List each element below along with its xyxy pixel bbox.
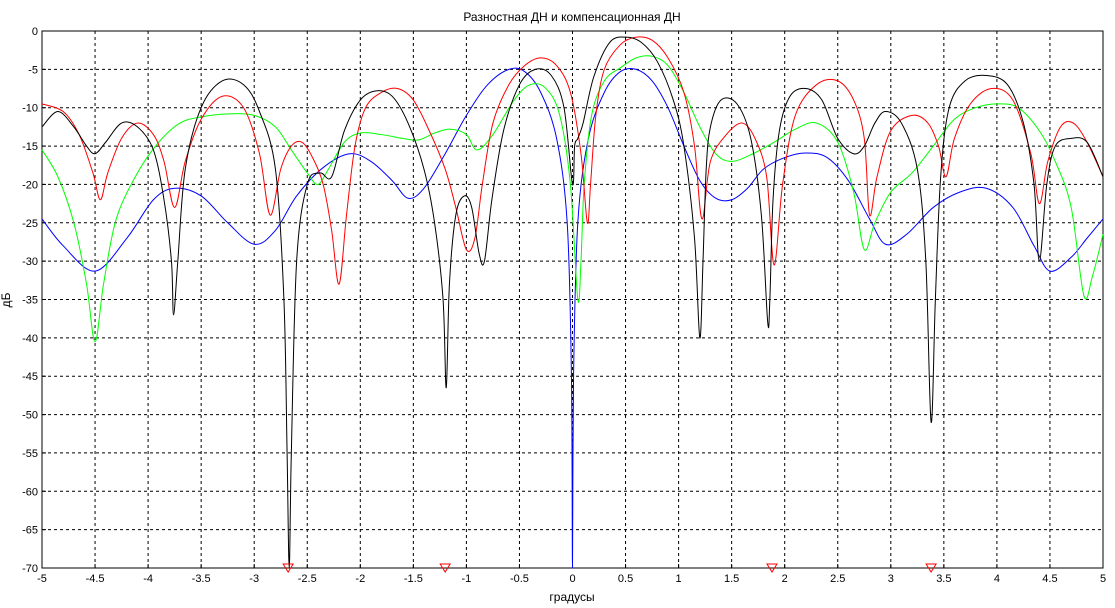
triangle-marker (439, 563, 452, 573)
series-line-4 (41, 36, 1104, 569)
triangle-marker (282, 563, 295, 573)
markers (282, 563, 938, 573)
x-tick-label: -1.5 (404, 573, 423, 585)
x-tick-label: 2.5 (830, 573, 845, 585)
x-tick-label: -5 (37, 573, 47, 585)
x-tick-label: -1 (462, 573, 472, 585)
x-tick-label: -3 (249, 573, 259, 585)
series-lines (41, 36, 1104, 569)
x-tick-label: -4.5 (86, 573, 105, 585)
x-tick-label: 5 (1100, 573, 1106, 585)
triangle-marker (766, 563, 778, 573)
x-tick-label: 4 (994, 573, 1000, 585)
y-tick-label: -70 (22, 563, 38, 575)
y-tick-label: -35 (22, 295, 38, 307)
y-tick-label: 0 (32, 26, 38, 38)
x-tick-label: 3.5 (936, 573, 951, 585)
chart-title: Разностная ДН и компенсационная ДН (463, 10, 680, 24)
y-tick-label: -5 (28, 64, 38, 76)
y-axis-label: дБ (0, 292, 13, 307)
series-line-3 (41, 36, 1104, 285)
triangle-marker (925, 563, 938, 573)
x-tick-label: 1 (676, 573, 682, 585)
x-tick-label: -0.5 (510, 573, 529, 585)
y-tick-label: -10 (22, 103, 38, 115)
series-line-2 (41, 55, 1104, 343)
x-axis-label: градусы (549, 590, 594, 604)
y-tick-label: -30 (22, 256, 38, 268)
y-tick-label: -55 (22, 448, 38, 460)
y-tick-label: -40 (22, 333, 38, 345)
y-tick-label: -50 (22, 410, 38, 422)
x-tick-label: 3 (888, 573, 894, 585)
y-tick-label: -65 (22, 525, 38, 537)
x-tick-label: 0.5 (618, 573, 633, 585)
y-tick-label: -20 (22, 179, 38, 191)
x-tick-label: -2 (355, 573, 365, 585)
y-tick-label: -60 (22, 486, 38, 498)
y-tick-label: -25 (22, 218, 38, 230)
x-tick-label: 0 (569, 573, 575, 585)
y-tick-label: -15 (22, 141, 38, 153)
x-tick-label: 4.5 (1042, 573, 1057, 585)
x-tick-label: 1.5 (724, 573, 739, 585)
y-tick-label: -45 (22, 371, 38, 383)
tick-labels: -5 -4.5 -4 -3.5 -3 -2.5 -2 -1.5 -1 -0.5 0 0.5 1 1.5 2 2… (22, 26, 1106, 585)
x-tick-label: 2 (782, 573, 788, 585)
x-tick-label: -3.5 (192, 573, 211, 585)
series-line-1 (41, 67, 1104, 569)
x-tick-label: -2.5 (298, 573, 317, 585)
x-tick-label: -4 (143, 573, 153, 585)
